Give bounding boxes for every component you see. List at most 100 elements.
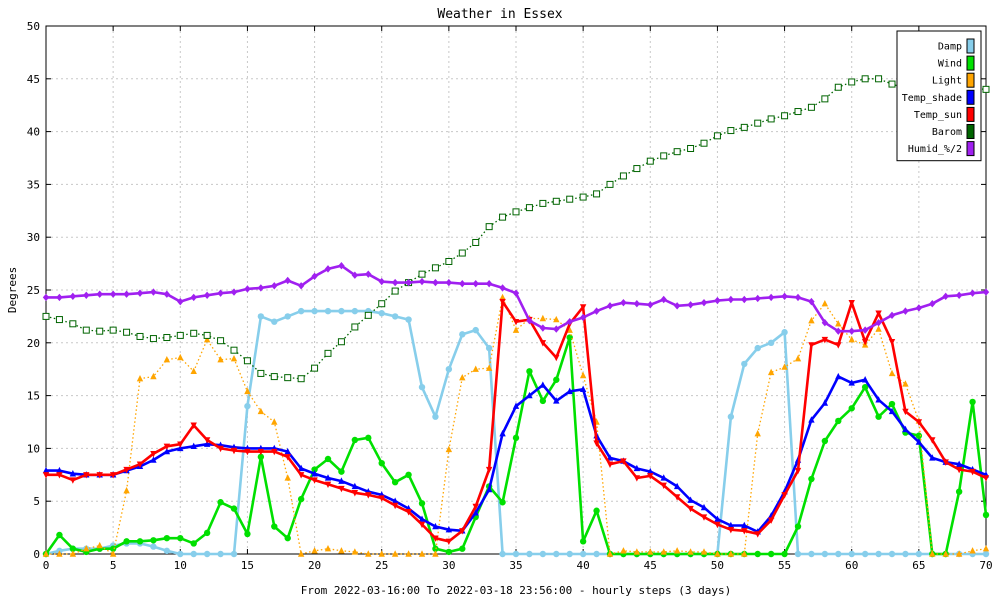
data-point-light — [848, 335, 855, 343]
data-point-temp-sun — [150, 450, 157, 458]
legend-swatch-damp — [966, 38, 975, 54]
data-point-temp-shade — [553, 397, 560, 404]
data-point-light — [230, 354, 238, 362]
data-point-humid-2 — [324, 265, 332, 273]
series-temp-sun — [42, 298, 990, 546]
data-point-barom — [552, 197, 560, 205]
data-point-damp — [459, 331, 466, 338]
data-point-wind — [56, 531, 63, 539]
data-point-wind — [391, 478, 399, 486]
data-point-light — [109, 550, 117, 557]
data-point-light — [835, 320, 842, 327]
x-tick-label: 15 — [241, 559, 254, 572]
data-point-wind — [848, 405, 855, 412]
data-point-barom — [391, 287, 399, 295]
data-point-light — [875, 325, 882, 332]
legend-swatch-temp-sun — [966, 106, 975, 122]
data-point-temp-sun — [109, 472, 117, 479]
data-point-light — [673, 547, 681, 554]
data-point-barom — [351, 323, 359, 331]
data-point-temp-sun — [432, 535, 439, 542]
data-point-damp — [418, 383, 426, 391]
data-point-humid-2 — [539, 324, 547, 332]
data-point-barom — [861, 75, 869, 83]
data-point-light — [297, 550, 305, 557]
data-point-barom — [821, 95, 829, 103]
data-point-barom — [190, 329, 198, 337]
data-point-temp-shade — [311, 470, 318, 477]
data-point-temp-shade — [150, 456, 157, 463]
data-point-temp-sun — [902, 408, 909, 416]
data-point-humid-2 — [982, 288, 990, 296]
data-point-humid-2 — [69, 292, 77, 301]
data-point-wind — [351, 436, 359, 444]
data-point-barom — [364, 311, 372, 319]
data-point-humid-2 — [136, 289, 144, 297]
series-group — [42, 75, 990, 558]
data-point-humid-2 — [284, 276, 291, 285]
legend-label-damp: Damp — [938, 42, 962, 53]
data-point-barom — [646, 157, 654, 165]
data-point-temp-sun — [794, 467, 802, 475]
data-point-temp-shade — [499, 429, 506, 437]
data-point-temp-sun — [472, 503, 479, 511]
data-point-light — [190, 367, 197, 375]
data-point-humid-2 — [150, 288, 157, 296]
series-line-barom — [45, 78, 987, 380]
data-point-light — [687, 548, 694, 555]
y-tick-label: 10 — [27, 442, 40, 455]
data-point-barom — [418, 270, 426, 278]
data-point-barom — [109, 326, 117, 334]
data-point-wind — [553, 376, 560, 383]
data-point-barom — [633, 165, 641, 173]
data-point-light — [902, 380, 909, 387]
data-point-light — [700, 548, 708, 555]
data-point-temp-sun — [56, 472, 63, 479]
data-point-wind — [835, 417, 842, 425]
data-point-humid-2 — [714, 296, 721, 305]
data-point-light — [365, 550, 372, 557]
data-point-damp — [378, 310, 385, 317]
data-point-light — [553, 315, 560, 323]
data-point-damp — [875, 550, 882, 558]
data-point-temp-sun — [969, 468, 976, 476]
data-point-humid-2 — [902, 307, 909, 315]
data-point-damp — [848, 550, 855, 558]
data-point-temp-shade — [821, 399, 829, 406]
legend-swatch-light — [966, 72, 975, 88]
data-point-wind — [136, 538, 144, 545]
data-point-damp — [741, 360, 748, 368]
data-point-barom — [270, 373, 278, 381]
data-point-barom — [512, 208, 520, 216]
data-point-humid-2 — [163, 290, 171, 298]
data-point-wind — [512, 434, 520, 442]
data-point-wind — [888, 400, 896, 408]
data-point-humid-2 — [271, 282, 278, 290]
data-point-light — [324, 545, 332, 552]
data-point-light — [311, 547, 318, 554]
legend-swatch-barom — [966, 124, 975, 139]
y-tick-label: 50 — [27, 20, 40, 33]
data-point-temp-shade — [700, 503, 708, 511]
data-point-damp — [835, 550, 842, 558]
data-point-light — [338, 547, 345, 554]
data-point-humid-2 — [673, 302, 681, 310]
data-point-temp-shade — [539, 381, 547, 388]
data-point-temp-sun — [781, 492, 788, 499]
data-point-humid-2 — [391, 278, 399, 287]
data-point-wind — [203, 529, 211, 537]
data-point-wind — [821, 437, 829, 445]
data-point-temp-sun — [136, 461, 144, 468]
data-point-barom — [619, 172, 627, 180]
data-point-light — [445, 445, 453, 453]
data-point-damp — [163, 547, 171, 555]
data-point-temp-shade — [808, 416, 815, 423]
data-point-damp — [351, 307, 359, 315]
data-point-temp-shade — [203, 440, 211, 447]
data-point-wind — [418, 500, 426, 507]
y-tick-label: 20 — [27, 337, 40, 350]
data-point-light — [163, 355, 171, 363]
data-point-humid-2 — [365, 270, 372, 278]
data-point-temp-sun — [767, 517, 775, 524]
data-point-barom — [96, 327, 104, 335]
